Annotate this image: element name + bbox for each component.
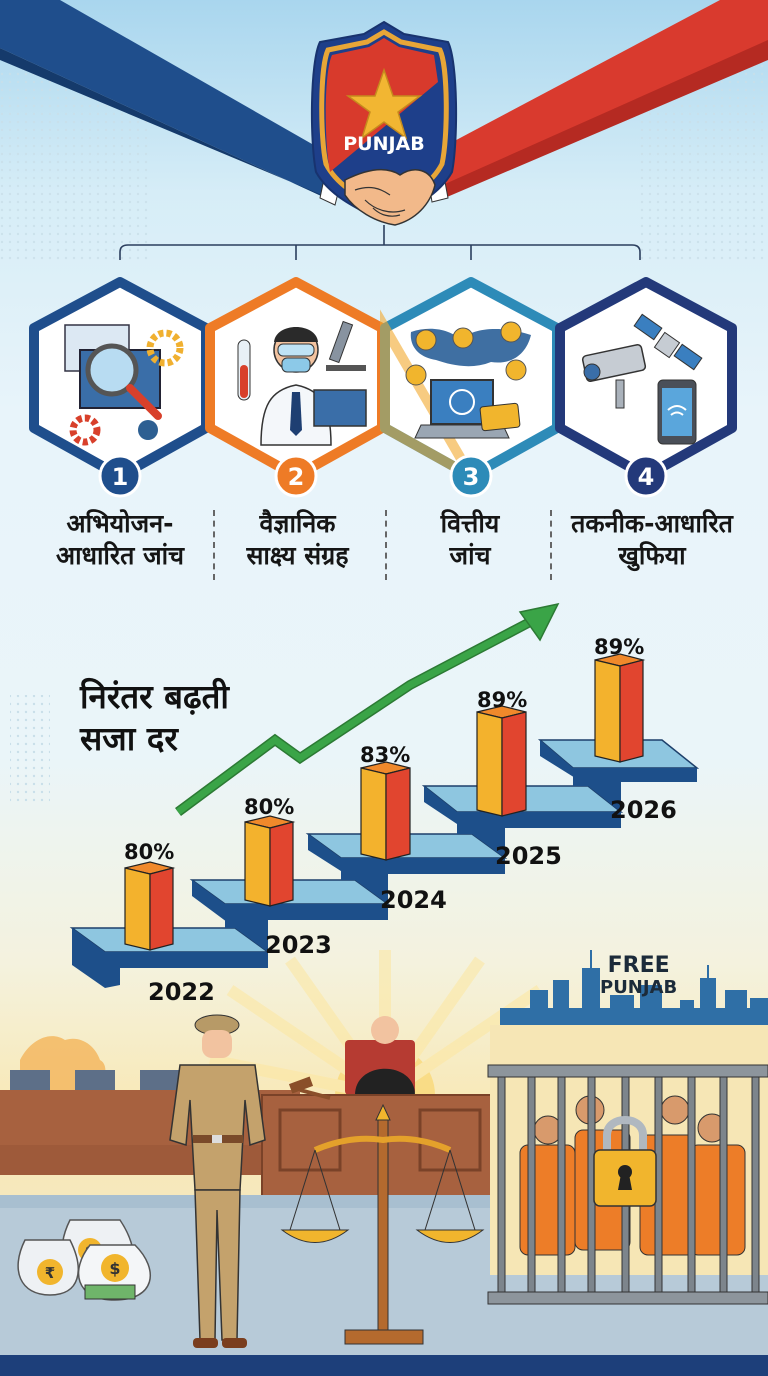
pillar-4-label: तकनीक-आधारित खुफिया: [552, 508, 752, 572]
gavel-icon: [288, 1076, 331, 1100]
scientist-microscope-icon: [237, 320, 367, 446]
staircase-bar-chart: [10, 602, 700, 988]
pillar-3-label-line2: जांच: [449, 541, 491, 570]
pillar-2-number: 2: [288, 463, 305, 491]
skyline-label-line1: FREE: [607, 953, 670, 978]
pillar-1-hexagon: 1: [29, 277, 211, 498]
rupee-symbol: ₹: [45, 1264, 55, 1282]
bar-2024: [360, 761, 411, 861]
bar-2022: [124, 861, 176, 951]
skyline-label-line2: PUNJAB: [600, 977, 678, 998]
pillar-3-label-line1: वित्तीय: [440, 509, 500, 538]
divider: [385, 510, 387, 580]
header-illustration: PUNJAB: [0, 0, 768, 260]
year-label-2026: 2026: [610, 796, 677, 824]
magnifier-computer-icon: [64, 324, 184, 446]
pillar-3-number: 3: [463, 463, 480, 491]
pillar-2-label-line1: वैज्ञानिक: [259, 509, 336, 538]
pillar-1-label-line2: आधारित जांच: [56, 541, 184, 570]
pillar-3-hexagon: 3: [380, 277, 562, 498]
pillar-1-label-line1: अभियोजन-: [66, 509, 174, 538]
pillar-4-hexagon: 4: [555, 277, 737, 498]
judge-icon: [345, 1016, 415, 1095]
scales-of-justice-icon: [280, 1103, 485, 1345]
year-label-2022: 2022: [148, 978, 215, 1006]
chart-title: निरंतर बढ़ती सजा दर: [80, 676, 229, 760]
value-label-2022: 80%: [124, 840, 175, 864]
value-label-2024: 83%: [360, 743, 411, 767]
value-label-2023: 80%: [244, 795, 295, 819]
chart-title-line2: सजा दर: [80, 719, 178, 758]
padlock-icon: [593, 1116, 657, 1207]
jail-cell-icon: [487, 1025, 768, 1305]
chart-title-line1: निरंतर बढ़ती: [80, 677, 229, 716]
divider: [213, 510, 215, 580]
year-label-2024: 2024: [380, 886, 447, 914]
bar-2026: [594, 653, 646, 763]
money-bags-icon: $ ₹ $: [17, 1219, 151, 1301]
year-label-2025: 2025: [495, 842, 562, 870]
dollar-symbol: $: [109, 1259, 120, 1278]
pillar-2-label: वैज्ञानिक साक्ष्य संग्रह: [220, 508, 375, 572]
trend-arrow-icon: [175, 602, 560, 817]
handshake-icon: [344, 168, 436, 226]
pillar-4-label-line1: तकनीक-आधारित: [571, 509, 733, 538]
divider: [550, 510, 552, 580]
pillar-4-label-line2: खुफिया: [618, 541, 686, 570]
connector-lines: [119, 225, 641, 260]
value-label-2025: 89%: [477, 688, 528, 712]
cctv-satellite-phone-icon: [581, 313, 703, 445]
pillar-2-label-line2: साक्ष्य संग्रह: [246, 541, 349, 570]
pillar-hexagons: 1 2: [29, 277, 737, 498]
bar-2023: [244, 815, 296, 907]
pillar-4-number: 4: [638, 463, 655, 491]
pillar-1-number: 1: [112, 463, 129, 491]
pillar-1-label: अभियोजन- आधारित जांच: [30, 508, 210, 572]
value-label-2026: 89%: [594, 635, 645, 659]
skyline-label: FREE PUNJAB: [600, 955, 677, 999]
world-finance-laptop-icon: [405, 321, 531, 439]
pillar-3-label: वित्तीय जांच: [395, 508, 545, 572]
pillar-2-hexagon: 2: [205, 277, 387, 498]
bar-2025: [476, 705, 527, 817]
badge-text: PUNJAB: [343, 133, 425, 155]
justice-scene-illustration: $ ₹ $: [0, 950, 768, 1376]
year-label-2023: 2023: [265, 931, 332, 959]
police-officer-icon: [169, 1014, 266, 1348]
